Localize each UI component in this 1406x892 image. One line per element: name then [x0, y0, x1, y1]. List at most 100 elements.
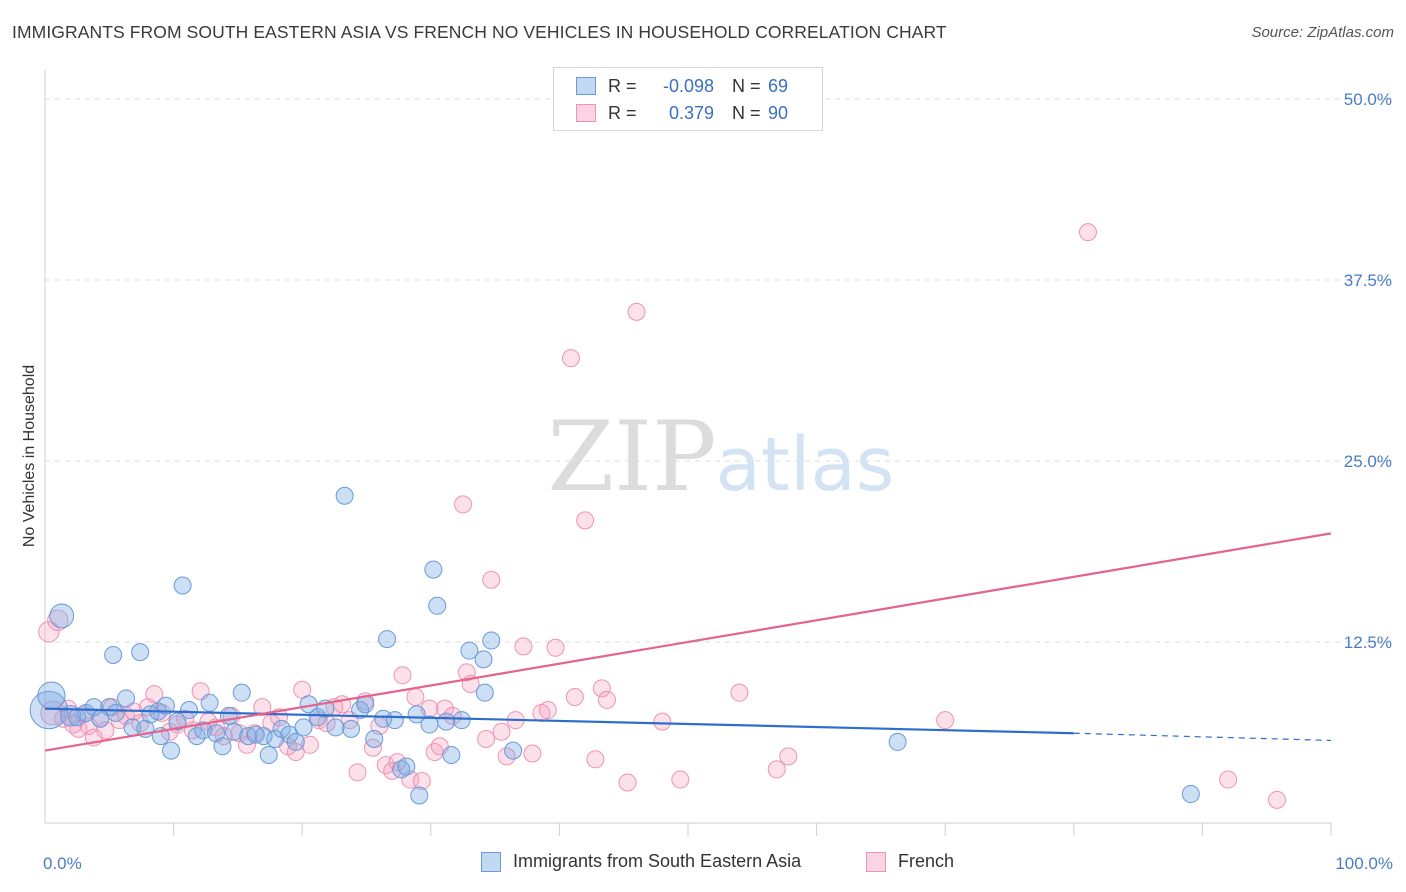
sea-point	[106, 703, 125, 722]
sea-point	[397, 757, 416, 776]
sea-point	[286, 732, 305, 751]
french-point	[1219, 770, 1238, 789]
sea-point	[266, 730, 285, 749]
legend-n-value: 90	[768, 102, 789, 123]
french-point	[38, 621, 60, 643]
sea-point	[474, 650, 493, 669]
stats-legend: R = -0.098 N = 69 R = 0.379 N = 90	[553, 67, 823, 131]
legend-r-label: R =	[608, 102, 637, 123]
sea-point	[482, 631, 501, 650]
sea-trend-line	[44, 707, 1074, 735]
sea-point	[326, 718, 345, 737]
sea-point	[200, 693, 219, 712]
sea-trend-extension	[1073, 732, 1332, 742]
french-point	[412, 772, 431, 791]
sea-point	[335, 486, 354, 505]
sea-point	[60, 705, 82, 727]
french-point	[453, 495, 472, 514]
legend-swatch-french	[576, 104, 596, 122]
x-tick-label: 0.0%	[43, 854, 82, 873]
sea-point	[49, 603, 75, 629]
sea-point	[365, 730, 384, 749]
french-point	[286, 743, 305, 762]
sea-point	[437, 712, 456, 731]
legend-swatch-sea	[576, 77, 596, 95]
legend-r-label: R =	[608, 75, 637, 96]
french-point	[406, 688, 425, 707]
french-point	[300, 735, 319, 754]
sea-point	[378, 630, 397, 649]
sea-point	[410, 786, 429, 805]
grid-layer	[45, 98, 1393, 643]
french-point	[561, 349, 580, 368]
y-tick-label: 37.5%	[1344, 271, 1392, 290]
chart-title: IMMIGRANTS FROM SOUTH EASTERN ASIA VS FR…	[12, 22, 947, 42]
legend-r-value: 0.379	[668, 102, 714, 123]
sea-point	[254, 727, 273, 746]
bottom-legend-label-sea: Immigrants from South Eastern Asia	[513, 851, 802, 871]
sea-point	[173, 576, 192, 595]
french-point	[492, 722, 511, 741]
bottom-legend-swatch-french	[866, 851, 886, 872]
french-point	[779, 747, 798, 766]
french-point	[1078, 223, 1097, 242]
sea-point	[460, 641, 479, 660]
series-sea-points	[29, 486, 1200, 805]
french-point	[592, 679, 611, 698]
french-point	[565, 688, 584, 707]
french-point	[482, 570, 501, 589]
french-point	[47, 609, 69, 631]
sea-point	[162, 741, 181, 760]
legend-n-value: 69	[768, 75, 789, 96]
y-tick-label: 12.5%	[1344, 633, 1392, 652]
french-point	[627, 302, 646, 321]
sea-point	[246, 725, 265, 744]
watermark-atlas: atlas	[716, 422, 895, 508]
sea-point	[131, 643, 150, 662]
french-trend-line	[44, 532, 1332, 752]
french-point	[618, 773, 637, 792]
french-point	[96, 721, 115, 740]
sea-point	[104, 646, 123, 665]
french-point	[767, 760, 786, 779]
bottom-legend-swatch-sea	[481, 851, 501, 872]
french-point	[586, 750, 605, 769]
french-point	[348, 763, 367, 782]
french-point	[576, 511, 595, 530]
y-tick-label: 50.0%	[1344, 90, 1392, 109]
y-axis-label: No Vehicles in Household	[21, 365, 38, 547]
sea-point	[374, 709, 393, 728]
french-point	[253, 698, 272, 717]
sea-point	[259, 745, 278, 764]
french-point	[671, 770, 690, 789]
sea-point	[294, 718, 313, 737]
french-point	[730, 683, 749, 702]
legend-n-label: N =	[732, 75, 761, 96]
french-point	[523, 744, 542, 763]
french-point	[936, 711, 955, 730]
sea-point	[342, 719, 361, 738]
french-point	[393, 666, 412, 685]
sea-point	[392, 760, 411, 779]
legend-row-sea: R = -0.098 N = 69	[576, 74, 788, 98]
french-point	[514, 637, 533, 656]
sea-point	[207, 724, 226, 743]
french-point	[546, 638, 565, 657]
french-point	[477, 730, 496, 749]
axis-layer	[44, 70, 1332, 836]
sea-point	[428, 596, 447, 615]
french-point	[538, 701, 557, 720]
french-point	[145, 685, 164, 704]
sea-point	[117, 689, 136, 708]
sea-point	[452, 711, 471, 730]
sea-point	[37, 681, 66, 710]
sea-point	[168, 712, 187, 731]
sea-point	[385, 711, 404, 730]
french-point	[383, 761, 402, 780]
sea-point	[442, 745, 461, 764]
source-label: Source: ZipAtlas.com	[1251, 24, 1394, 41]
bottom-legend-label-french: French	[898, 851, 955, 871]
sea-point	[219, 706, 238, 725]
legend-n-label: N =	[732, 102, 761, 123]
